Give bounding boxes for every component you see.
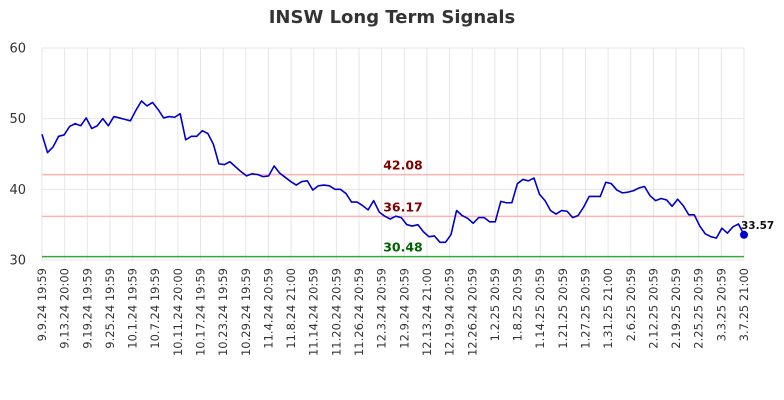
x-tick-label: 2.6.25 20:59 xyxy=(624,268,638,341)
x-tick-label: 10.29.24 19:59 xyxy=(239,268,253,356)
x-tick-label: 1.31.25 21:00 xyxy=(601,268,615,349)
price-series xyxy=(41,100,748,244)
x-tick-label: 1.27.25 20:59 xyxy=(578,268,592,349)
x-tick-label: 12.26.24 20:59 xyxy=(465,268,479,356)
x-tick-label: 12.13.24 21:00 xyxy=(420,268,434,356)
chart-title: INSW Long Term Signals xyxy=(268,7,516,28)
x-tick-label: 9.19.24 19:59 xyxy=(80,268,94,349)
x-tick-label: 9.9.24 19:59 xyxy=(35,268,49,341)
y-tick-label: 30 xyxy=(9,254,26,269)
x-tick-label: 1.8.25 20:59 xyxy=(511,268,525,341)
x-tick-label: 2.12.25 20:59 xyxy=(646,268,660,349)
x-tick-label: 11.8.24 21:00 xyxy=(284,268,298,349)
annotations: 42.08 36.17 30.48 33.57 xyxy=(383,158,774,255)
x-tick-label: 10.1.24 19:59 xyxy=(126,268,140,349)
signal-label: 36.17 xyxy=(383,199,423,214)
x-tick-label: 9.25.24 19:59 xyxy=(103,268,117,349)
x-tick-label: 11.14.24 20:59 xyxy=(307,268,321,356)
x-tick-label: 11.4.24 20:59 xyxy=(261,268,275,349)
x-tick-label: 10.7.24 19:59 xyxy=(148,268,162,349)
series-line xyxy=(41,100,745,244)
x-tick-label: 10.23.24 19:59 xyxy=(216,268,230,356)
x-tick-label: 12.3.24 20:59 xyxy=(375,268,389,349)
x-tick-label: 1.2.25 20:59 xyxy=(488,268,502,341)
y-tick-label: 50 xyxy=(9,112,26,127)
x-tick-label: 3.7.25 21:00 xyxy=(737,268,751,341)
x-tick-label: 11.26.24 20:59 xyxy=(352,268,366,356)
x-tick-label: 10.17.24 19:59 xyxy=(194,268,208,356)
x-tick-label: 3.3.25 20:59 xyxy=(714,268,728,341)
x-tick-label: 11.20.24 20:59 xyxy=(329,268,343,356)
signal-label: 42.08 xyxy=(383,158,423,173)
y-tick-label: 40 xyxy=(9,183,26,198)
x-tick-label: 1.21.25 20:59 xyxy=(556,268,570,349)
grid xyxy=(41,47,745,261)
axes: 30 40 50 60 9.9.24 19:59 9.13.24 20:00 9.19.24… xyxy=(9,42,751,357)
x-tick-label: 10.11.24 20:00 xyxy=(171,268,185,356)
y-tick-label: 60 xyxy=(9,42,26,57)
x-tick-label: 2.25.25 20:59 xyxy=(692,268,706,349)
signal-label: 30.48 xyxy=(383,240,423,255)
signal-lines xyxy=(42,173,744,258)
x-tick-label: 12.9.24 20:59 xyxy=(397,268,411,349)
last-point xyxy=(740,230,748,239)
x-tick-label: 2.19.25 20:59 xyxy=(669,268,683,349)
last-value-label: 33.57 xyxy=(741,220,774,232)
x-tick-label: 9.13.24 20:00 xyxy=(58,268,72,349)
x-tick-label: 12.19.24 20:59 xyxy=(443,268,457,356)
x-tick-label: 1.14.25 20:59 xyxy=(533,268,547,349)
